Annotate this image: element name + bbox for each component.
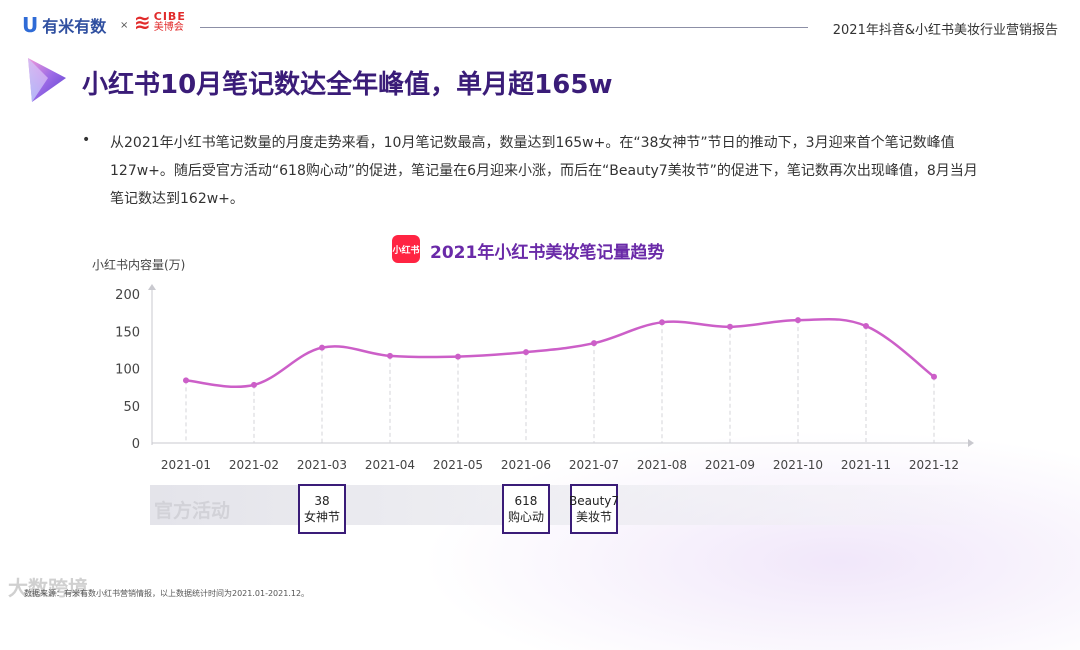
event-line2: 美妆节 [576, 510, 613, 524]
data-point [659, 319, 665, 326]
report-title: 2021年抖音&小红书美妆行业营销报告 [832, 23, 1058, 38]
y-axis-arrow [148, 284, 156, 290]
event-line2: 购心动 [507, 510, 544, 524]
x-axis-arrow [968, 439, 974, 447]
bullet-marker: • [82, 132, 91, 148]
x-tick-label: 2021-01 [161, 458, 211, 472]
youmi-logo-icon: U [22, 13, 39, 37]
y-tick-label: 50 [123, 400, 140, 415]
series-line [185, 317, 935, 389]
x-tick-label: 2021-04 [365, 458, 415, 472]
event-line2: 女神节 [303, 510, 340, 524]
y-tick-label: 100 [115, 363, 140, 378]
event-line1: 38 [314, 494, 330, 508]
x-tick-label: 2021-11 [841, 458, 891, 472]
chart-title: 2021年小红书美妆笔记量趋势 [430, 243, 665, 263]
data-point [251, 381, 257, 388]
event-line1: Beauty7 [569, 494, 620, 508]
event-box: 38 女神节 [298, 484, 346, 534]
footnote: 数据来源：有米有数小红书营销情报，以上数据统计时间为2021.01-2021.1… [24, 589, 310, 598]
data-point [387, 352, 393, 359]
x-tick-label: 2021-06 [501, 458, 551, 472]
event-text: 618 购心动 [508, 493, 544, 525]
x-tick-label: 2021-02 [229, 458, 279, 472]
event-box: 618 购心动 [502, 484, 550, 534]
data-point [319, 344, 325, 351]
y-tick-label: 150 [115, 325, 140, 340]
cibe-logo-icon: ≋ [134, 10, 151, 34]
data-point [795, 317, 801, 324]
data-point [523, 349, 529, 356]
line-chart: 0 50 100 150 200 2021-01 2021-02 2021-03 2021-04… [115, 284, 974, 472]
event-box: Beauty7 美妆节 [569, 484, 619, 534]
youmi-logo-text: 有米有数 [42, 17, 107, 36]
data-point [455, 353, 461, 360]
data-point [183, 377, 189, 384]
y-tick-label: 200 [115, 288, 140, 303]
y-tick-label: 0 [132, 437, 140, 452]
x-tick-label: 2021-08 [637, 458, 687, 472]
data-point [931, 373, 937, 380]
xiaohongshu-badge-icon: 小红书 [392, 235, 420, 263]
youmi-logo: U 有米有数 [22, 13, 106, 37]
summary-paragraph: 从2021年小红书笔记数量的月度走势来看，10月笔记数最高，数量达到165w+。… [110, 135, 978, 207]
data-point [591, 340, 597, 347]
event-text: 38 女神节 [304, 493, 340, 525]
x-tick-label: 2021-09 [705, 458, 755, 472]
cibe-logo-cn: 美博会 [153, 22, 184, 33]
event-text: Beauty7 美妆节 [569, 493, 619, 525]
logo-separator: × [120, 20, 129, 31]
cibe-logo-en: CIBE [153, 10, 186, 23]
data-point [727, 323, 733, 330]
x-tick-label: 2021-12 [909, 458, 959, 472]
header-divider [200, 27, 808, 28]
page-header: U 有米有数 × ≋ CIBE 美博会 2021年抖音&小红书美妆行业营销报告 [0, 0, 1080, 56]
data-point [863, 323, 869, 330]
title-prism-icon [28, 58, 66, 102]
x-tick-label: 2021-05 [433, 458, 483, 472]
events-band-label: 官方活动 [154, 500, 231, 522]
x-tick-label: 2021-10 [773, 458, 823, 472]
cibe-logo: ≋ CIBE 美博会 [134, 11, 186, 33]
event-line1: 618 [514, 494, 538, 508]
x-tick-label: 2021-03 [297, 458, 347, 472]
watermark: 大数跨境 [8, 576, 88, 600]
x-tick-label: 2021-07 [569, 458, 619, 472]
y-axis-label: 小红书内容量(万) [92, 258, 186, 272]
page-title: 小红书10月笔记数达全年峰值，单月超165w [82, 70, 613, 100]
